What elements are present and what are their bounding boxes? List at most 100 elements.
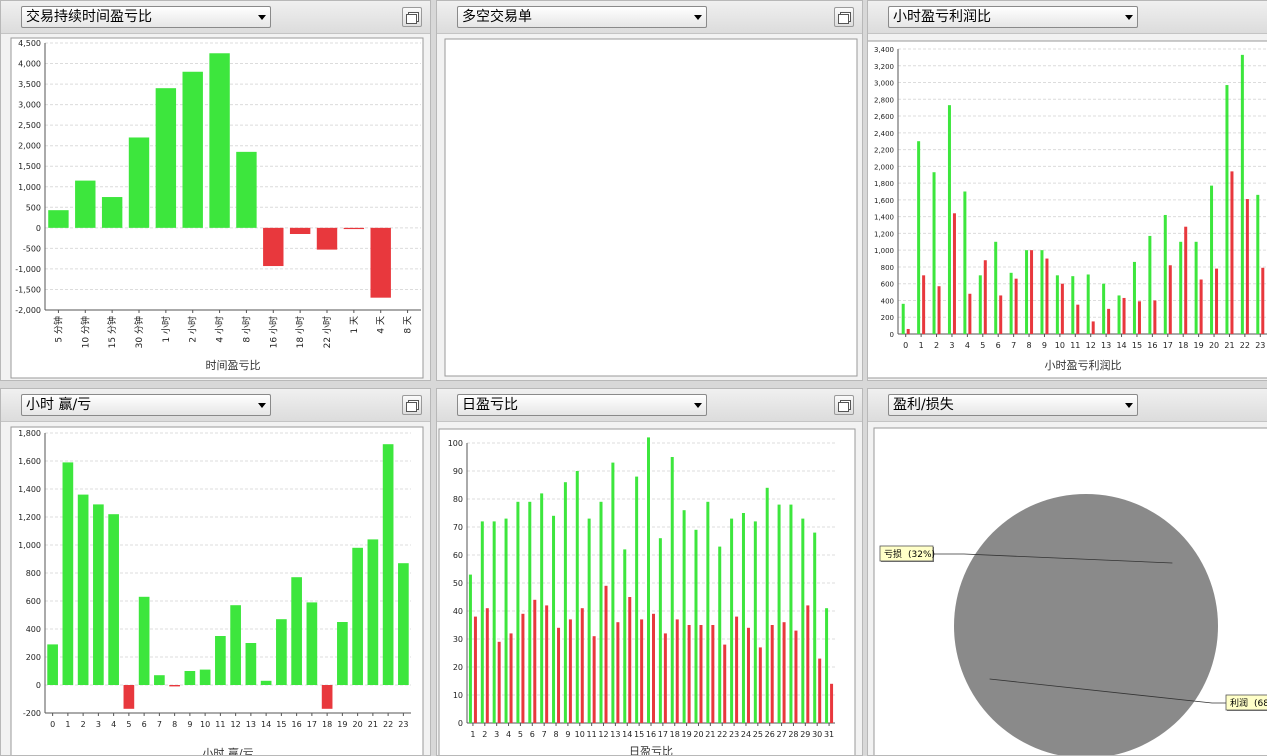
bar (128, 137, 150, 228)
x-tick-label: 31 (824, 730, 834, 739)
bar (245, 643, 257, 685)
bar (735, 616, 739, 723)
bar (1045, 258, 1049, 334)
x-tick-label: 30 (812, 730, 822, 739)
bar (215, 636, 226, 685)
x-tick-label: 23 (398, 720, 408, 729)
bar (75, 180, 96, 228)
y-tick-label: 40 (453, 607, 463, 616)
bar (978, 275, 982, 334)
chart-type-select[interactable]: 交易持续时间盈亏比 (21, 6, 271, 28)
panel-header: 日盈亏比 (437, 389, 862, 422)
bar (640, 619, 644, 723)
maximize-icon[interactable] (834, 7, 854, 27)
x-tick-label: 24 (741, 730, 751, 739)
y-tick-label: 1,000 (18, 183, 41, 192)
bar (209, 53, 230, 228)
x-tick-label: 30 分钟 (133, 316, 145, 348)
x-tick-label: 29 (800, 730, 810, 739)
bar (1122, 297, 1126, 334)
x-tick-label: 2 (81, 720, 86, 729)
select-label: 盈利/损失 (893, 397, 954, 413)
bar (770, 625, 774, 723)
y-tick-label: 4,000 (18, 60, 41, 69)
bar (504, 518, 508, 723)
y-tick-label: 1,400 (18, 485, 41, 494)
x-tick-label: 8 (553, 730, 558, 739)
x-tick-label: 3 (96, 720, 101, 729)
x-tick-label: 19 (1194, 341, 1204, 350)
bar (398, 563, 409, 685)
chart-type-select[interactable]: 小时 赢/亏 (21, 394, 271, 416)
select-label: 小时盈亏利润比 (893, 9, 991, 25)
x-tick-label: 16 (646, 730, 656, 739)
bar (1030, 250, 1034, 334)
bar (1137, 301, 1141, 334)
bar (628, 597, 632, 723)
bar (289, 227, 311, 235)
x-tick-label: 2 (482, 730, 487, 739)
chart-type-select[interactable]: 盈利/损失 (888, 394, 1138, 416)
hourly-win-loss-chart: 1,8001,6001,4001,2001,0008006004002000-2… (10, 426, 424, 755)
bar (906, 328, 910, 334)
panel-daily-pnl: 日盈亏比 100 90 80 70 60 50 40 30 20 10 0 1 2 3 4 5 6 7 8 9 10 11… (436, 388, 863, 756)
bar (963, 191, 967, 334)
y-tick-label: 2,000 (18, 142, 41, 151)
bar (1210, 185, 1214, 334)
bar (968, 293, 972, 334)
x-tick-label: 22 (717, 730, 727, 739)
slice-label-box (879, 545, 934, 562)
bar (473, 616, 477, 723)
bar (485, 608, 489, 723)
bar (199, 669, 211, 685)
bar (782, 622, 786, 723)
bar (1225, 85, 1229, 334)
panel-header: 交易持续时间盈亏比 (1, 1, 430, 34)
bar (575, 471, 579, 723)
bar (291, 577, 302, 685)
slice-label: 利润 (1230, 697, 1248, 709)
bar (138, 596, 150, 685)
bar (1014, 278, 1018, 334)
bar (533, 599, 537, 723)
bar (994, 241, 998, 334)
bar (658, 538, 662, 723)
x-tick-label: 11 (1070, 341, 1080, 350)
x-tick-label: 22 (383, 720, 393, 729)
x-tick-label: 7 (157, 720, 162, 729)
y-tick-label: 1,000 (874, 247, 894, 255)
bar (230, 605, 241, 685)
x-tick-label: 23 (1255, 341, 1265, 350)
maximize-icon[interactable] (402, 395, 422, 415)
bar (794, 630, 798, 723)
bar (999, 295, 1003, 334)
x-tick-label: 23 (729, 730, 739, 739)
x-tick-label: 9 (187, 720, 192, 729)
x-tick-label: 2 (934, 341, 939, 350)
maximize-icon[interactable] (402, 7, 422, 27)
x-tick-label: 16 小时 (267, 316, 279, 348)
x-tick-label: 28 (788, 730, 798, 739)
chart-type-select[interactable]: 小时盈亏利润比 (888, 6, 1138, 28)
chevron-down-icon (258, 403, 266, 408)
x-tick-label: 13 (246, 720, 256, 729)
bar (647, 437, 650, 723)
x-tick-label: 14 (622, 730, 632, 739)
y-tick-label: 0 (890, 331, 894, 339)
bar (568, 619, 572, 723)
bar (813, 532, 817, 723)
bar (1194, 241, 1198, 334)
panel-header: 小时 赢/亏 (1, 389, 430, 422)
select-label: 小时 赢/亏 (26, 397, 92, 413)
bar (1107, 308, 1111, 334)
maximize-icon[interactable] (834, 395, 854, 415)
panel-header: 盈利/损失 (868, 389, 1267, 422)
chart-type-select[interactable]: 多空交易单 (457, 6, 707, 28)
x-tick-label: 4 (965, 341, 970, 350)
chart-type-select[interactable]: 日盈亏比 (457, 394, 707, 416)
x-tick-label: 2 小时 (187, 316, 199, 343)
bar (922, 275, 926, 334)
select-label: 多空交易单 (462, 9, 532, 25)
x-tick-label: 6 (996, 341, 1001, 350)
panel-long-short: 多空交易单 空单(15%)多单(85%) (436, 0, 863, 381)
